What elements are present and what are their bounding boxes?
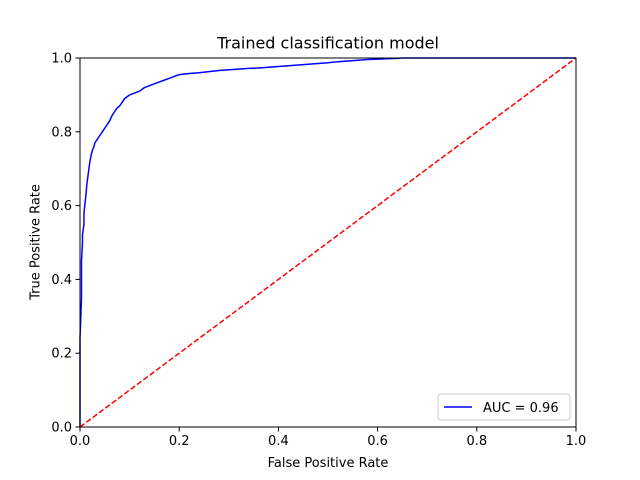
y-tick-label: 0.4 — [51, 273, 72, 288]
x-tick-label: 0.6 — [367, 434, 388, 449]
plot-area: 0.0 0.2 0.4 0.6 0.8 1.0 0.0 0.2 0.4 0.6 0.8 1.0 — [51, 52, 586, 450]
y-tick-label: 0.8 — [51, 125, 72, 140]
plot-frame — [79, 57, 577, 428]
y-tick-label: 1.0 — [51, 52, 72, 67]
legend: AUC = 0.96 — [437, 393, 571, 421]
legend-box — [437, 393, 571, 421]
x-tick-label: 0.0 — [70, 434, 91, 449]
chart-title: Trained classification model — [216, 34, 439, 53]
x-tick-label: 1.0 — [566, 434, 587, 449]
legend-label-roc: AUC = 0.96 — [483, 401, 559, 416]
y-tick-label: 0.0 — [51, 421, 72, 436]
chance-diagonal-line — [79, 57, 577, 428]
roc-curve-line — [79, 57, 576, 427]
x-axis-label: False Positive Rate — [268, 456, 389, 471]
y-tick-label: 0.6 — [51, 199, 72, 214]
x-tick-label: 0.8 — [466, 434, 487, 449]
x-tick-label: 0.4 — [268, 434, 289, 449]
y-axis-label: True Positive Rate — [29, 184, 44, 301]
y-tick-label: 0.2 — [51, 347, 72, 362]
x-tick-label: 0.2 — [169, 434, 190, 449]
